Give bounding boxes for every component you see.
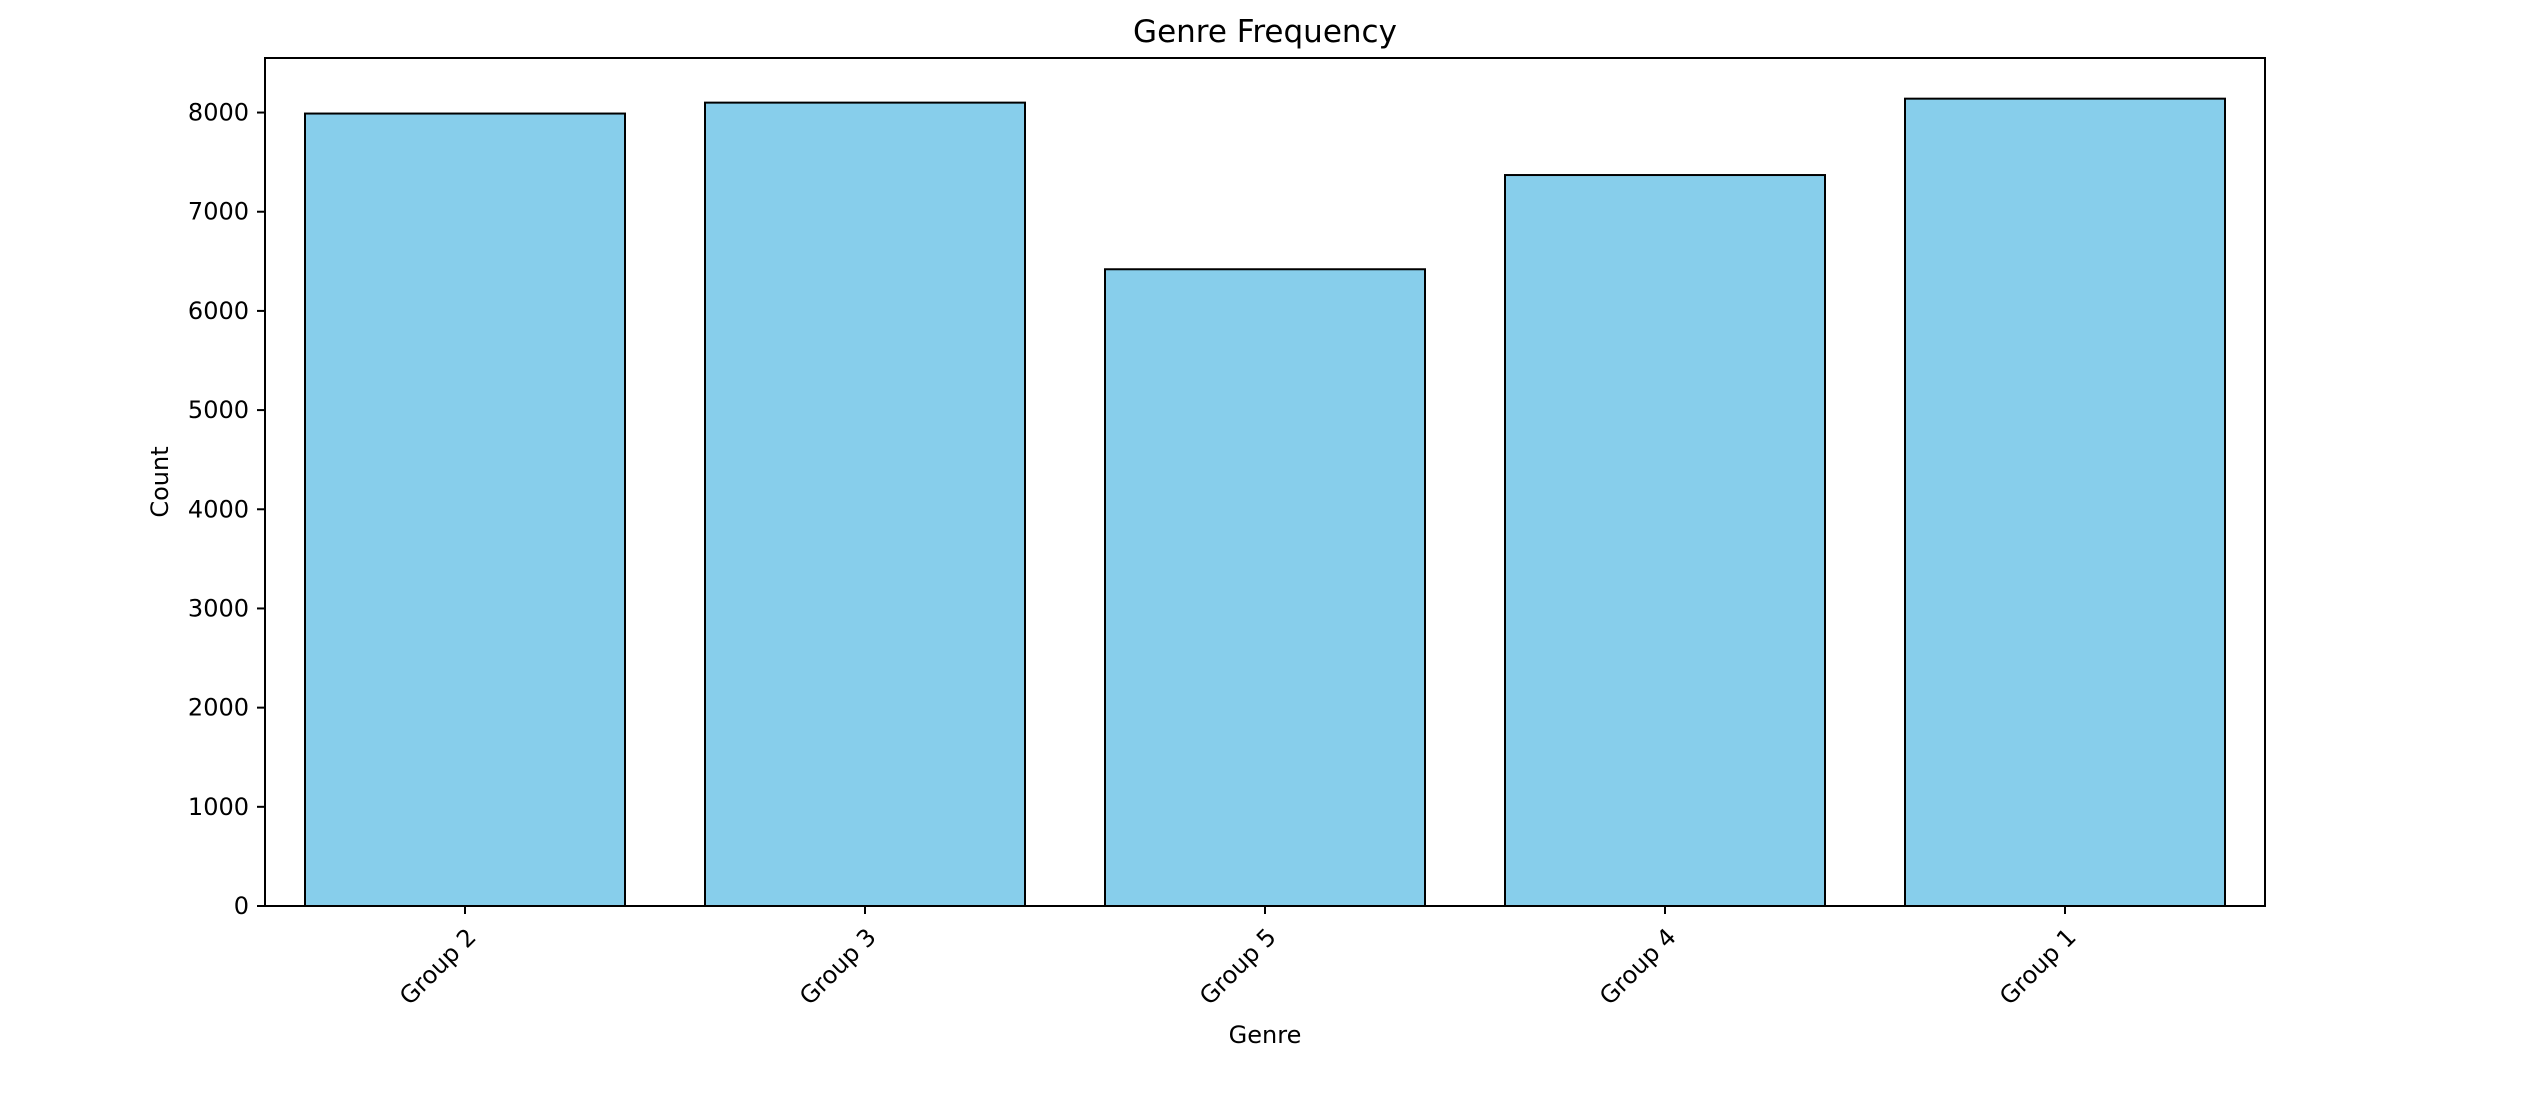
y-tick-label: 2000 [188, 694, 249, 722]
y-tick-label: 0 [234, 892, 249, 920]
bars-layer [304, 97, 2226, 908]
y-tick-label: 3000 [188, 594, 249, 622]
bar-group-3 [704, 101, 1026, 907]
y-tick-label: 8000 [188, 99, 249, 127]
y-tick-label: 4000 [188, 495, 249, 523]
bar-group-4 [1504, 174, 1826, 907]
bar-group-1 [1904, 97, 2226, 908]
y-axis-label: Count [146, 446, 174, 517]
plot-area-frame [264, 57, 2266, 907]
y-tick-label: 7000 [188, 198, 249, 226]
y-tick-label: 1000 [188, 793, 249, 821]
bar-group-2 [304, 112, 626, 908]
x-axis-label: Genre [1229, 1021, 1302, 1049]
chart-title: Genre Frequency [1133, 14, 1397, 50]
y-tick-label: 6000 [188, 297, 249, 325]
y-tick-label: 5000 [188, 396, 249, 424]
bar-group-5 [1104, 268, 1426, 907]
y-axis-ticks: 0 1000 2000 3000 4000 5000 6000 7000 8000 [188, 99, 265, 920]
